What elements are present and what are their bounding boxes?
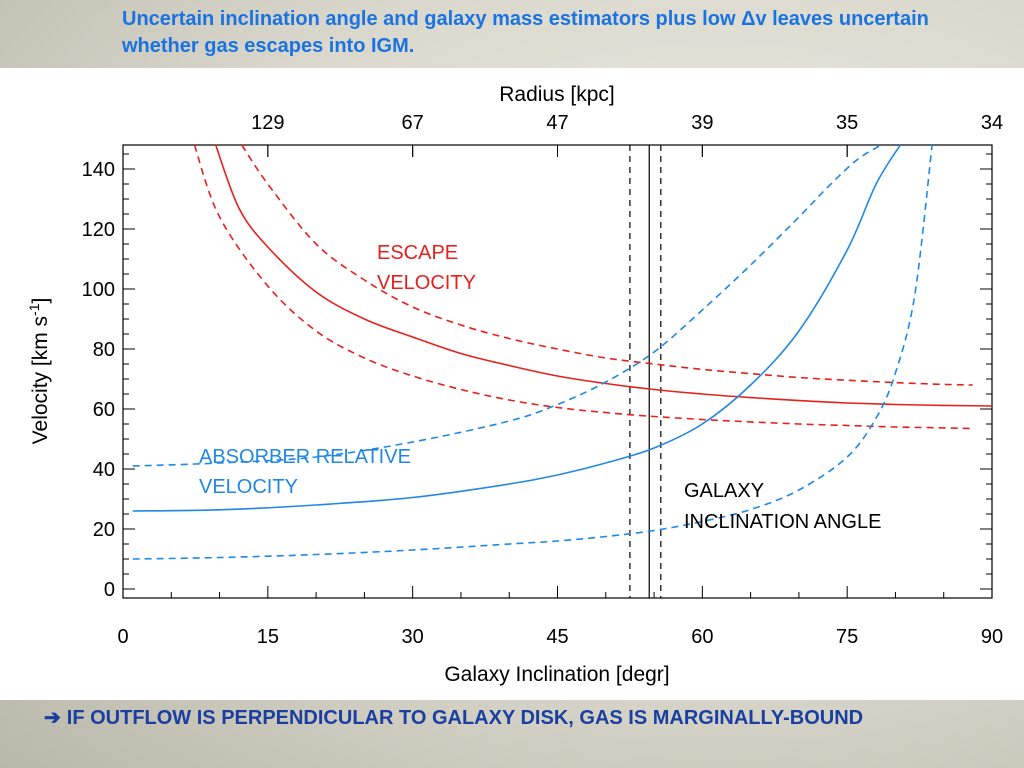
top-axis-tick-label: 35 — [836, 112, 858, 134]
escape-solid-curve — [214, 144, 993, 407]
escape-dashed-curve — [241, 144, 973, 386]
x-axis-label: Galaxy Inclination [degr] — [444, 663, 669, 686]
absorber-annotation-line2: VELOCITY — [199, 476, 298, 498]
x-tick-label: 45 — [546, 626, 568, 648]
arrow-right-icon: ➔ — [44, 707, 61, 729]
velocity-inclination-chart: 0 15 30 45 60 75 90 0 20 40 60 80 100 120 140 129 67 47 39… — [26, 83, 1004, 686]
y-tick-label: 100 — [82, 279, 115, 301]
x-tick-label: 15 — [257, 626, 279, 648]
top-axis-tick-label: 34 — [981, 112, 1003, 134]
axis-tick-labels: 0 15 30 45 60 75 90 0 20 40 60 80 100 120 140 129 67 47 39… — [82, 112, 1004, 648]
y-axis-label-exponent: -1 — [26, 303, 42, 316]
absorber-solid-curve — [132, 144, 901, 512]
top-axis-label: Radius [kpc] — [499, 83, 615, 106]
escape-annotation-line2: VELOCITY — [377, 272, 476, 294]
y-axis-label-main: Velocity [km s — [29, 316, 52, 444]
axis-ticks — [122, 145, 993, 598]
inclination-markers — [629, 145, 662, 598]
y-tick-label: 40 — [93, 459, 115, 481]
y-tick-label: 0 — [104, 579, 115, 601]
plot-panel: 0 15 30 45 60 75 90 0 20 40 60 80 100 120 140 129 67 47 39… — [0, 68, 1024, 700]
absorber-annotation-line1: ABSORBER RELATIVE — [199, 446, 411, 468]
y-tick-label: 120 — [82, 219, 115, 241]
y-tick-label: 60 — [93, 399, 115, 421]
curves — [132, 144, 993, 560]
galaxy-annotation-line1: GALAXY — [684, 480, 764, 502]
absorber-dashed-curve — [132, 144, 882, 467]
footer-text: IF OUTFLOW IS PERPENDICULAR TO GALAXY DI… — [66, 707, 864, 729]
top-axis-tick-label: 47 — [546, 112, 568, 134]
x-tick-label: 75 — [836, 626, 858, 648]
x-tick-label: 60 — [691, 626, 713, 648]
y-tick-label: 80 — [93, 339, 115, 361]
x-tick-label: 0 — [117, 626, 128, 648]
y-tick-label: 140 — [82, 159, 115, 181]
y-axis-label-end: ] — [29, 298, 52, 304]
footer-note: ➔ IF OUTFLOW IS PERPENDICULAR TO GALAXY D… — [44, 704, 944, 733]
y-tick-label: 20 — [93, 519, 115, 541]
escape-annotation-line1: ESCAPE — [377, 242, 458, 264]
y-axis-label: Velocity [km s-1] — [26, 298, 52, 445]
x-tick-label: 30 — [402, 626, 424, 648]
x-tick-label: 90 — [981, 626, 1003, 648]
top-axis-tick-label: 39 — [691, 112, 713, 134]
galaxy-annotation-line2: INCLINATION ANGLE — [684, 511, 881, 533]
slide-title: Uncertain inclination angle and galaxy m… — [122, 8, 929, 57]
top-axis-tick-label: 67 — [402, 112, 424, 134]
top-axis-tick-label: 129 — [251, 112, 284, 134]
escape-dashed-curve — [193, 144, 973, 430]
absorber-dashed-curve — [132, 144, 933, 560]
